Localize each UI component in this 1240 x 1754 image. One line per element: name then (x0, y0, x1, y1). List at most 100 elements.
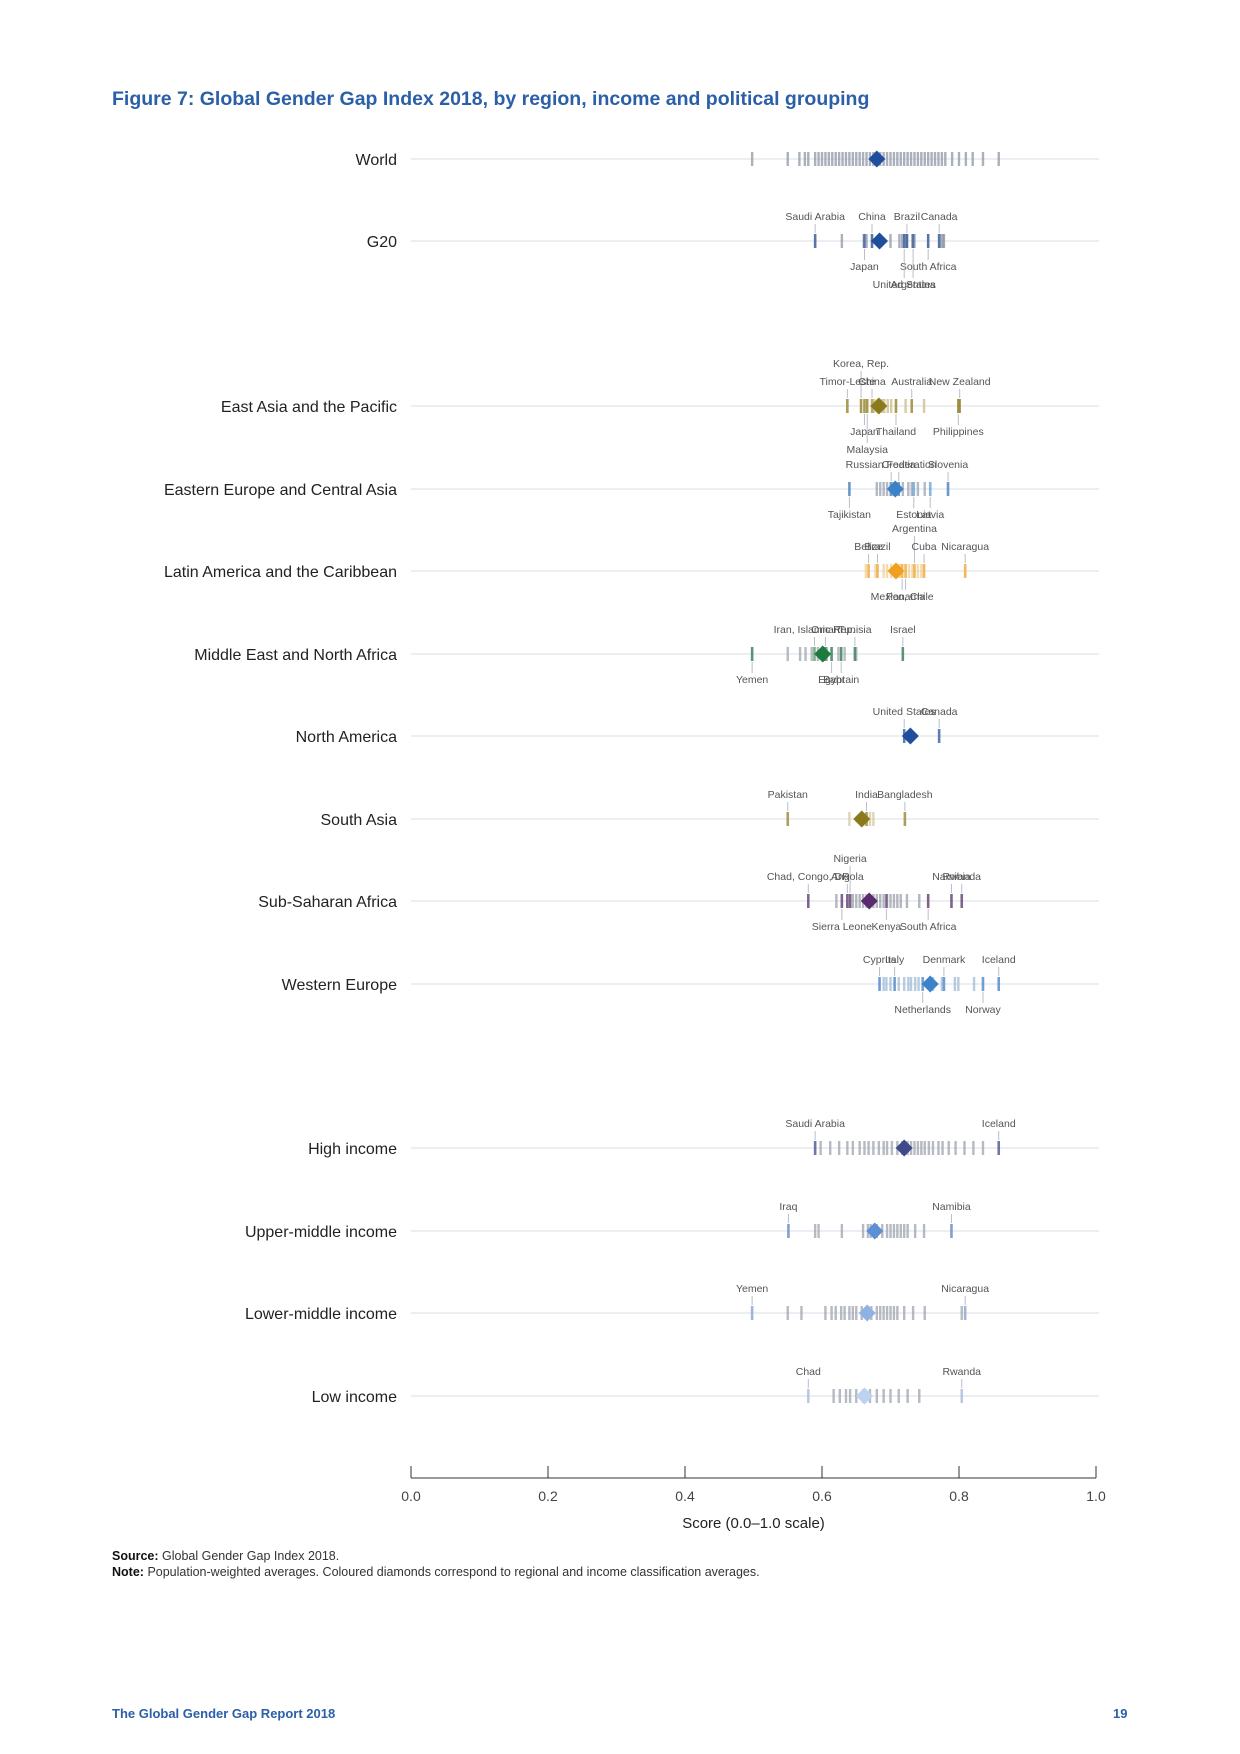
country-label: Iran, Islamic Rep. (774, 624, 856, 636)
country-tick (839, 1306, 843, 1320)
country-tick (903, 152, 906, 166)
named-country-tick (957, 399, 960, 413)
named-country-tick (950, 894, 953, 908)
country-tick (851, 1306, 855, 1320)
row-label: Western Europe (282, 977, 397, 994)
country-tick (885, 564, 889, 578)
country-label: Cyprus (863, 954, 896, 966)
named-country-tick (960, 1389, 964, 1403)
named-country-tick (903, 812, 907, 826)
row-label: High income (308, 1141, 397, 1158)
country-tick (947, 1141, 950, 1155)
row-middle-east-and-north-africa: Middle East and North Africa Iran, Islami… (194, 624, 1099, 686)
country-tick (840, 234, 844, 248)
country-tick (786, 152, 789, 166)
country-tick (907, 482, 910, 496)
country-label: Belize (854, 541, 883, 553)
country-tick (889, 1224, 892, 1238)
country-tick (964, 152, 968, 166)
country-tick (889, 1306, 892, 1320)
named-country-tick (926, 894, 930, 908)
country-label: Netherlands (894, 1004, 951, 1016)
country-tick (837, 152, 841, 166)
country-tick (904, 399, 907, 413)
figure-title: Figure 7: Global Gender Gap Index 2018, … (112, 88, 870, 110)
country-tick (877, 1141, 881, 1155)
country-tick (834, 152, 837, 166)
country-tick (923, 1141, 926, 1155)
footer-report-title: The Global Gender Gap Report 2018 (112, 1706, 336, 1721)
named-country-tick (863, 234, 866, 248)
country-label: Sierra Leone (812, 921, 872, 933)
country-tick (896, 152, 899, 166)
country-tick (861, 152, 865, 166)
average-diamond (870, 397, 888, 415)
country-tick (954, 1141, 957, 1155)
row-label: Eastern Europe and Central Asia (164, 482, 397, 499)
country-tick (882, 1141, 885, 1155)
country-tick (872, 812, 875, 826)
country-label: Israel (890, 624, 916, 636)
named-country-tick (904, 564, 907, 578)
named-country-tick (878, 977, 881, 991)
country-tick (930, 152, 933, 166)
country-tick (807, 152, 810, 166)
country-tick (910, 482, 913, 496)
named-country-tick (958, 399, 961, 413)
country-label: Pakistan (768, 789, 808, 801)
average-diamond (860, 892, 878, 910)
country-tick (927, 1141, 931, 1155)
page-number: 19 (1113, 1706, 1128, 1721)
country-tick (882, 482, 885, 496)
country-tick (817, 1224, 820, 1238)
country-label: Argentina (891, 279, 936, 291)
row-low-income: Low income Chad Rwanda (312, 1366, 1099, 1406)
country-tick (937, 152, 940, 166)
country-tick (957, 977, 960, 991)
country-tick (875, 1389, 878, 1403)
named-country-tick (786, 812, 790, 826)
country-label: Saudi Arabia (785, 211, 845, 223)
named-country-tick (942, 977, 946, 991)
country-tick (916, 564, 920, 578)
row-label: North America (296, 729, 397, 746)
named-country-tick (963, 1306, 967, 1320)
named-country-tick (885, 894, 888, 908)
country-tick (903, 1224, 906, 1238)
country-label: Iraq (779, 1201, 797, 1213)
country-tick (858, 152, 861, 166)
country-tick (813, 152, 817, 166)
country-label: Iceland (982, 954, 1016, 966)
country-tick (861, 1224, 865, 1238)
named-country-tick (981, 977, 985, 991)
country-tick (953, 977, 957, 991)
country-label: South Africa (900, 921, 957, 933)
country-tick (960, 1306, 963, 1320)
country-tick (897, 977, 900, 991)
named-country-tick (901, 647, 905, 661)
country-tick (843, 647, 846, 661)
country-tick (786, 1306, 789, 1320)
country-tick (824, 1306, 827, 1320)
country-tick (875, 1306, 878, 1320)
country-tick (898, 234, 901, 248)
country-label: Yemen (736, 674, 768, 686)
country-tick (827, 152, 831, 166)
country-tick (905, 894, 909, 908)
named-country-tick (928, 482, 932, 496)
country-tick (867, 1141, 870, 1155)
country-tick (810, 647, 813, 661)
named-country-tick (863, 399, 866, 413)
country-tick (798, 647, 802, 661)
row-label: Middle East and North Africa (194, 647, 397, 664)
country-tick (981, 152, 985, 166)
country-tick (909, 152, 913, 166)
country-tick (835, 894, 838, 908)
country-tick (800, 1306, 803, 1320)
country-tick (838, 1389, 842, 1403)
named-country-tick (937, 729, 941, 743)
named-country-tick (807, 1389, 810, 1403)
x-axis-title: Score (0.0–1.0 scale) (682, 1515, 825, 1532)
named-country-tick (867, 564, 870, 578)
country-tick (903, 1306, 906, 1320)
